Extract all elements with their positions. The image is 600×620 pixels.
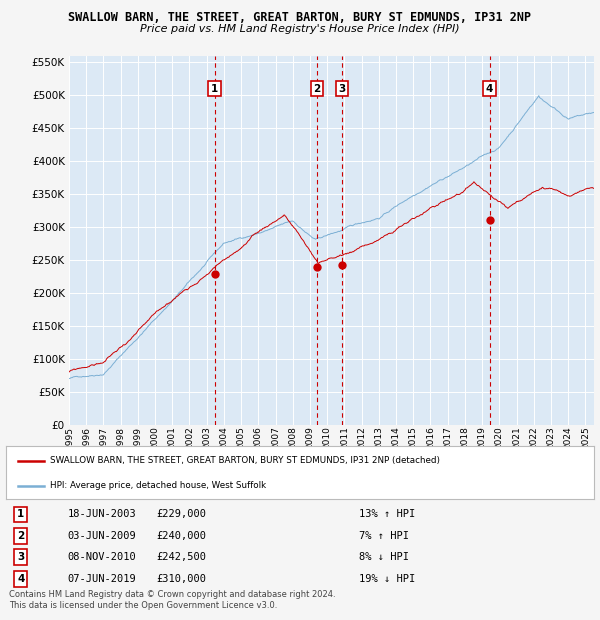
Text: HPI: Average price, detached house, West Suffolk: HPI: Average price, detached house, West… xyxy=(50,481,266,490)
Text: 1: 1 xyxy=(211,84,218,94)
Text: £229,000: £229,000 xyxy=(156,510,206,520)
Text: 7% ↑ HPI: 7% ↑ HPI xyxy=(359,531,409,541)
Text: 08-NOV-2010: 08-NOV-2010 xyxy=(68,552,136,562)
Text: 4: 4 xyxy=(17,574,25,583)
Text: Contains HM Land Registry data © Crown copyright and database right 2024.
This d: Contains HM Land Registry data © Crown c… xyxy=(9,590,335,609)
Text: 19% ↓ HPI: 19% ↓ HPI xyxy=(359,574,415,583)
Text: £310,000: £310,000 xyxy=(156,574,206,583)
Text: £240,000: £240,000 xyxy=(156,531,206,541)
Text: 4: 4 xyxy=(486,84,493,94)
Text: SWALLOW BARN, THE STREET, GREAT BARTON, BURY ST EDMUNDS, IP31 2NP: SWALLOW BARN, THE STREET, GREAT BARTON, … xyxy=(68,11,532,24)
Text: 8% ↓ HPI: 8% ↓ HPI xyxy=(359,552,409,562)
Text: SWALLOW BARN, THE STREET, GREAT BARTON, BURY ST EDMUNDS, IP31 2NP (detached): SWALLOW BARN, THE STREET, GREAT BARTON, … xyxy=(50,456,440,465)
Text: 07-JUN-2019: 07-JUN-2019 xyxy=(68,574,136,583)
Text: 2: 2 xyxy=(17,531,25,541)
Text: 2: 2 xyxy=(314,84,321,94)
Text: 3: 3 xyxy=(17,552,25,562)
Text: Price paid vs. HM Land Registry's House Price Index (HPI): Price paid vs. HM Land Registry's House … xyxy=(140,24,460,33)
Text: 18-JUN-2003: 18-JUN-2003 xyxy=(68,510,136,520)
Text: 03-JUN-2009: 03-JUN-2009 xyxy=(68,531,136,541)
Text: 1: 1 xyxy=(17,510,25,520)
Text: £242,500: £242,500 xyxy=(156,552,206,562)
Text: 3: 3 xyxy=(338,84,346,94)
Text: 13% ↑ HPI: 13% ↑ HPI xyxy=(359,510,415,520)
